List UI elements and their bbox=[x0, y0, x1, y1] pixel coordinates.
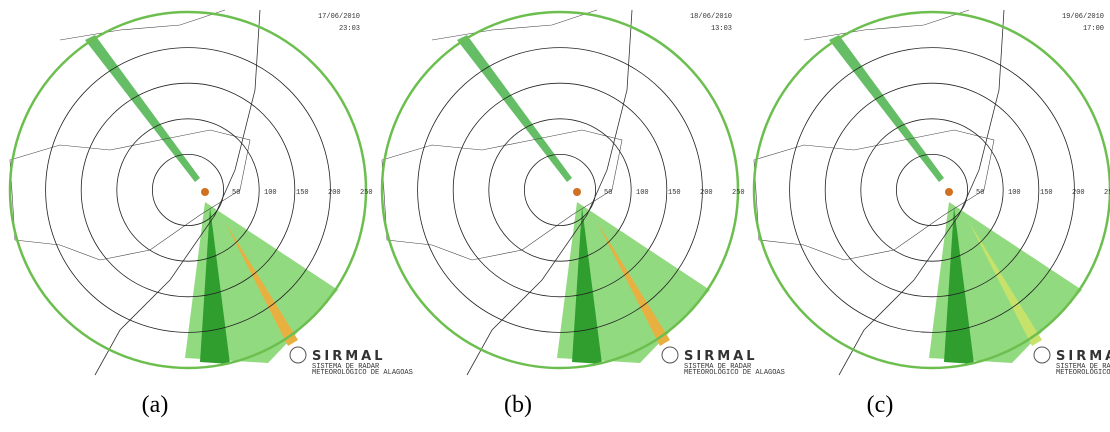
time: 17:00 bbox=[1083, 25, 1104, 33]
echo-streak bbox=[85, 35, 200, 182]
range-label: 100 bbox=[1008, 189, 1021, 197]
border-north bbox=[60, 10, 225, 40]
range-label: 50 bbox=[232, 189, 240, 197]
range-label: 50 bbox=[604, 189, 612, 197]
range-label: 200 bbox=[328, 189, 341, 197]
caption: (c) bbox=[867, 392, 894, 418]
range-label: 200 bbox=[700, 189, 713, 197]
echo-streak bbox=[457, 35, 572, 182]
time: 13:03 bbox=[711, 25, 732, 33]
range-label: 150 bbox=[296, 189, 309, 197]
date: 18/06/2010 bbox=[690, 13, 732, 21]
range-label: 100 bbox=[264, 189, 277, 197]
logo-name: SIRMAL bbox=[312, 349, 386, 364]
range-label: 100 bbox=[636, 189, 649, 197]
radar-site bbox=[201, 188, 209, 196]
figure: 5010015020025017/06/201023:03SIRMALSISTE… bbox=[0, 0, 1110, 432]
range-label: 250 bbox=[1104, 189, 1110, 197]
border-north bbox=[804, 10, 969, 40]
logo-icon bbox=[1034, 347, 1050, 363]
time: 23:03 bbox=[339, 25, 360, 33]
caption: (a) bbox=[142, 392, 169, 418]
logo-subtitle: METEOROLÓGICO DE ALAGOAS bbox=[684, 367, 785, 377]
date: 17/06/2010 bbox=[318, 13, 360, 21]
logo-name: SIRMAL bbox=[684, 349, 758, 364]
range-label: 200 bbox=[1072, 189, 1085, 197]
logo-name: SIRMAL bbox=[1056, 349, 1110, 364]
logo-icon bbox=[290, 347, 306, 363]
logo-icon bbox=[662, 347, 678, 363]
range-label: 50 bbox=[976, 189, 984, 197]
range-label: 250 bbox=[360, 189, 373, 197]
caption: (b) bbox=[504, 392, 532, 418]
range-label: 150 bbox=[1040, 189, 1053, 197]
range-label: 150 bbox=[668, 189, 681, 197]
border-north bbox=[432, 10, 597, 40]
radar-site bbox=[945, 188, 953, 196]
date: 19/06/2010 bbox=[1062, 13, 1104, 21]
radar-panel: 5010015020025019/06/201017:00SIRMALSISTE… bbox=[754, 10, 1110, 377]
range-label: 250 bbox=[732, 189, 745, 197]
echo-streak bbox=[829, 35, 944, 182]
logo-subtitle: METEOROLÓGICO DE ALAGOAS bbox=[1056, 367, 1110, 377]
radar-site bbox=[573, 188, 581, 196]
logo-subtitle: METEOROLÓGICO DE ALAGOAS bbox=[312, 367, 413, 377]
